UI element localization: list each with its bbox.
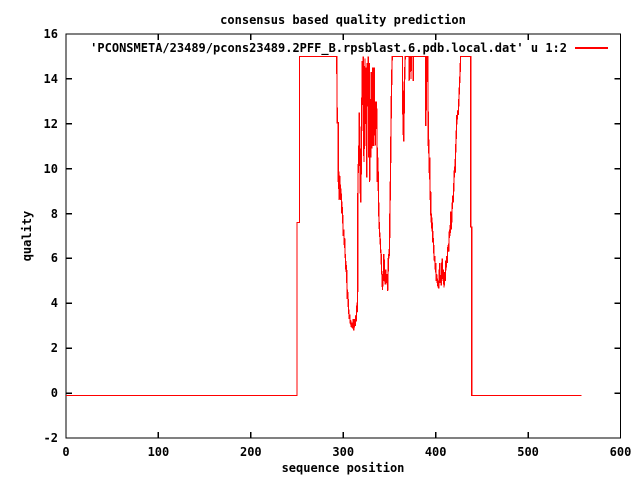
y-tick-label: 2 [50,341,58,356]
x-axis-label: sequence position [281,461,405,475]
x-tick-label: 600 [609,445,632,459]
x-tick-label: 400 [424,445,447,459]
axis-ticks [65,33,622,439]
x-tick-label: 200 [239,445,262,459]
y-tick-label: 6 [50,251,58,266]
y-tick-label: 12 [43,116,58,131]
y-tick-label: 4 [50,296,58,311]
x-tick-label: 100 [147,445,170,459]
chart-title: consensus based quality prediction [220,13,466,27]
x-tick-label: 500 [517,445,539,459]
legend-line-sample [575,47,608,49]
y-tick-label: 10 [43,161,58,176]
y-axis-label: quality [20,210,34,262]
x-tick-label: 0 [62,445,70,459]
y-tick-label: 0 [50,386,58,401]
y-tick-label: 14 [43,71,58,86]
y-tick-label: -2 [43,431,58,445]
y-tick-label: 8 [50,206,58,221]
quality-curve [66,55,582,397]
legend-label: 'PCONSMETA/23489/pcons23489.2PFF_B.rpsbl… [90,41,567,55]
y-tick-label: 16 [43,27,58,41]
x-tick-label: 300 [332,445,355,459]
